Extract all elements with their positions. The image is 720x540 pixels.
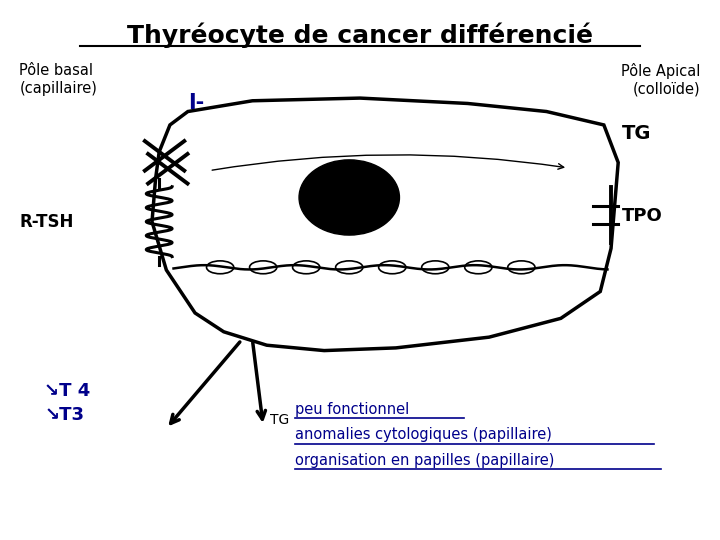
Text: TG: TG xyxy=(622,124,652,143)
Text: ↘T3: ↘T3 xyxy=(45,406,84,424)
Circle shape xyxy=(299,160,400,235)
Text: TG: TG xyxy=(270,414,289,428)
Text: Pôle basal
(capillaire): Pôle basal (capillaire) xyxy=(19,63,97,96)
Text: I-: I- xyxy=(188,93,204,113)
Text: anomalies cytologiques (papillaire): anomalies cytologiques (papillaire) xyxy=(295,427,552,442)
Text: ↘T 4: ↘T 4 xyxy=(45,382,91,400)
Text: R-TSH: R-TSH xyxy=(19,213,73,231)
Text: organisation en papilles (papillaire): organisation en papilles (papillaire) xyxy=(295,453,555,468)
Text: TPO: TPO xyxy=(622,207,662,225)
Text: Pôle Apical
(colloïde): Pôle Apical (colloïde) xyxy=(621,63,701,97)
Text: peu fonctionnel: peu fonctionnel xyxy=(295,402,410,417)
Text: Thyréocyte de cancer différencié: Thyréocyte de cancer différencié xyxy=(127,23,593,49)
